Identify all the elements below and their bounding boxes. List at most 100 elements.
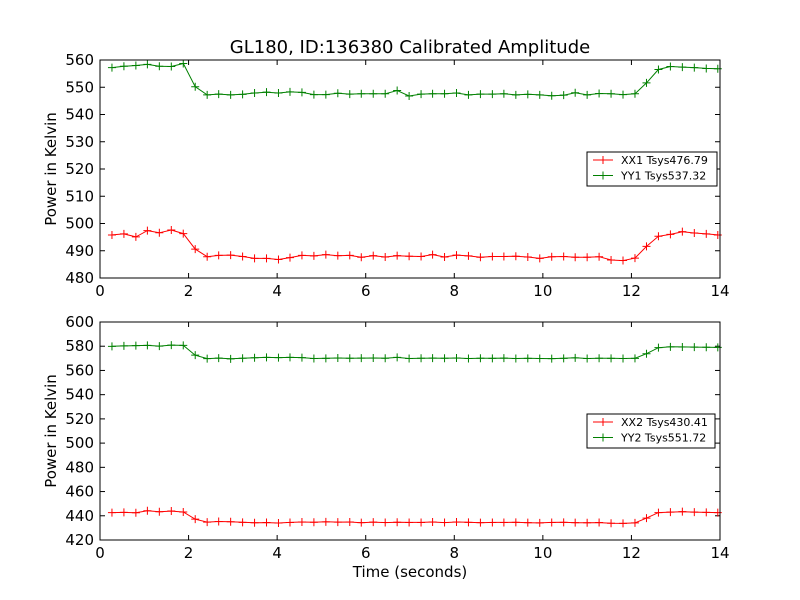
legend-box [586,151,718,187]
data-point [405,354,414,363]
data-point [203,252,212,261]
data-point [214,251,223,260]
data-point [654,65,663,74]
x-tick-label: 8 [450,544,460,562]
data-point [583,518,592,527]
data-point [559,252,568,261]
data-point [607,89,616,98]
data-point [571,518,580,527]
data-point [143,60,152,69]
data-point [499,252,508,261]
data-point [214,517,223,526]
legend-marker [599,418,607,426]
data-point [607,354,616,363]
data-point [381,354,390,363]
data-point [417,354,426,363]
y-tick-label: 540 [65,386,94,404]
data-point [203,354,212,363]
data-point [440,253,449,262]
data-point [143,226,152,235]
data-point [191,515,200,524]
data-point [464,90,473,99]
data-point [226,90,235,99]
data-point [297,353,306,362]
data-point [511,354,520,363]
data-point [381,89,390,98]
data-point [535,254,544,263]
y-axis-label: Power in Kelvin [42,112,60,226]
data-point [381,253,390,262]
data-point [440,518,449,527]
plot-frame [99,59,721,279]
x-tick-label: 2 [184,282,194,300]
data-point [297,517,306,526]
y-axis-label: Power in Kelvin [42,374,60,488]
data-point [678,342,687,351]
x-tick-label: 4 [272,282,282,300]
data-point [262,254,271,263]
data-point [678,507,687,516]
data-point [333,251,342,260]
y-tick-label: 440 [65,507,94,525]
legend-marker [599,171,607,180]
x-tick-label: 14 [710,544,729,562]
data-point [642,514,651,523]
data-point [119,508,128,517]
data-point [262,518,271,527]
x-tick-label: 12 [622,282,641,300]
data-point [619,256,628,265]
data-point [167,62,176,71]
series-1 [107,226,722,265]
x-tick-label: 2 [184,544,194,562]
data-point [428,250,437,259]
data-point [607,256,616,265]
data-point [583,354,592,363]
series-2 [107,59,722,100]
x-tick-label: 6 [361,544,371,562]
data-point [690,508,699,517]
data-point [274,353,283,362]
data-point [119,229,128,238]
x-tick-label: 4 [272,544,282,562]
data-point [547,91,556,100]
data-point [666,508,675,517]
data-point [464,251,473,260]
data-point [607,519,616,528]
data-point [309,354,318,363]
x-tick-label: 10 [533,282,552,300]
data-point [369,518,378,527]
chart-panel-1: 0 2 4 6 8 10 12 14 480 490 500 510 520 530 540 550 560 Po… [42,51,730,300]
y-tick-label: 480 [65,269,94,287]
data-point [452,517,461,526]
data-point [107,342,116,351]
x-axis-label: Time (seconds) [352,563,468,581]
data-point [690,63,699,72]
data-point [499,518,508,527]
data-point [274,519,283,528]
data-point [238,252,247,261]
data-point [107,508,116,517]
data-point [464,354,473,363]
data-point [523,90,532,99]
data-point [452,251,461,260]
data-point [535,354,544,363]
data-point [476,518,485,527]
data-point [619,90,628,99]
data-point [702,229,711,238]
data-point [167,226,176,235]
data-point [333,518,342,527]
data-point [191,245,200,254]
data-point [678,227,687,236]
data-point [654,232,663,241]
data-point [381,518,390,527]
data-point [262,353,271,362]
data-point [642,349,651,358]
y-tick-label: 490 [65,242,94,260]
data-point [191,351,200,360]
data-point [250,518,259,527]
data-point [167,341,176,350]
data-point [464,518,473,527]
data-point [452,353,461,362]
data-point [535,518,544,527]
data-point [702,64,711,73]
